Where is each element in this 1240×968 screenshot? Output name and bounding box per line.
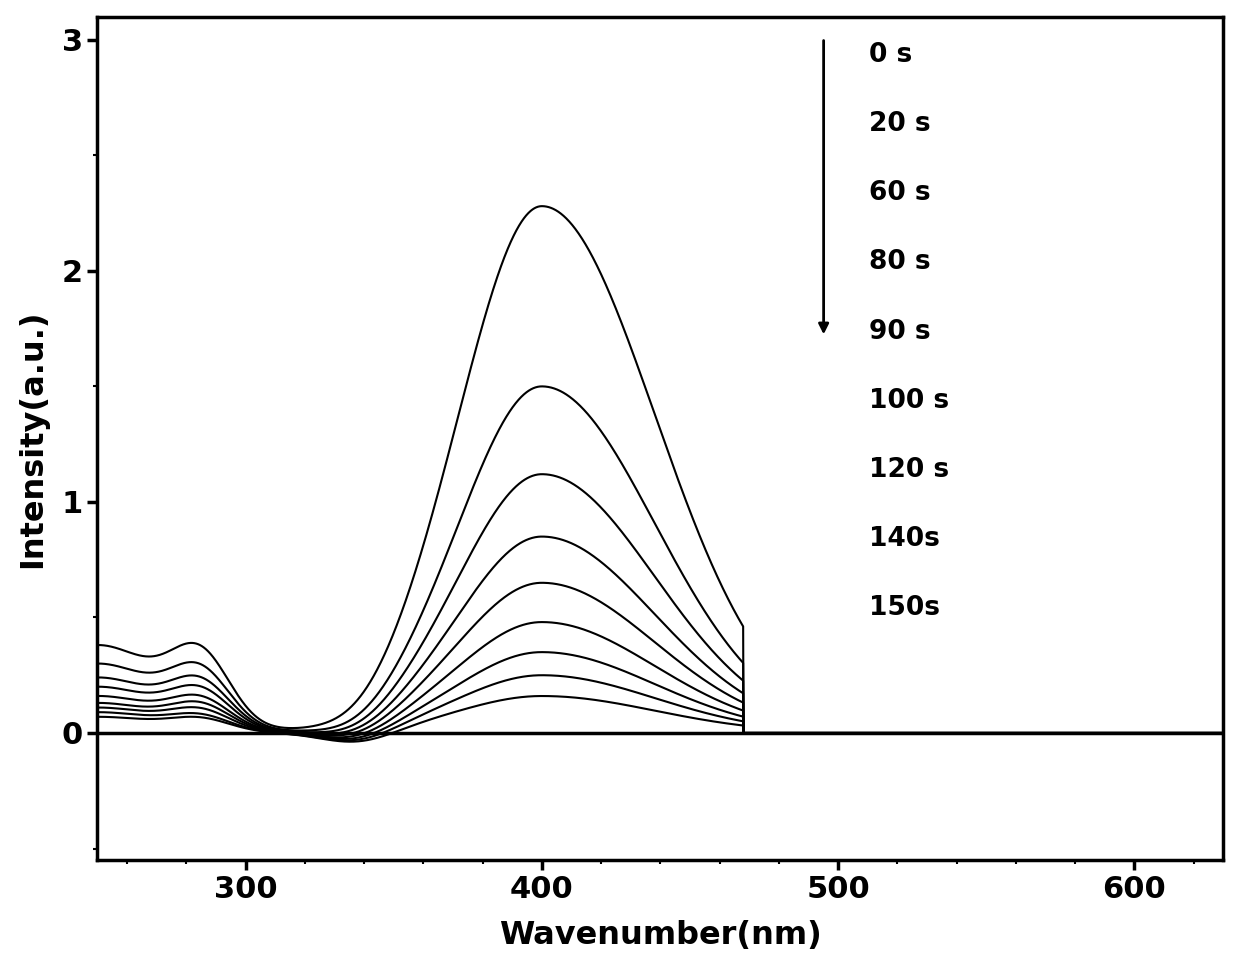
Text: 120 s: 120 s: [869, 457, 949, 483]
Text: 140s: 140s: [869, 526, 940, 552]
Y-axis label: Intensity(a.u.): Intensity(a.u.): [16, 309, 47, 567]
Text: 100 s: 100 s: [869, 388, 949, 413]
Text: 20 s: 20 s: [869, 111, 930, 137]
Text: 90 s: 90 s: [869, 318, 930, 345]
X-axis label: Wavenumber(nm): Wavenumber(nm): [498, 921, 822, 952]
Text: 80 s: 80 s: [869, 250, 930, 276]
Text: 150s: 150s: [869, 595, 940, 621]
Text: 60 s: 60 s: [869, 180, 930, 206]
Text: 0 s: 0 s: [869, 42, 911, 68]
